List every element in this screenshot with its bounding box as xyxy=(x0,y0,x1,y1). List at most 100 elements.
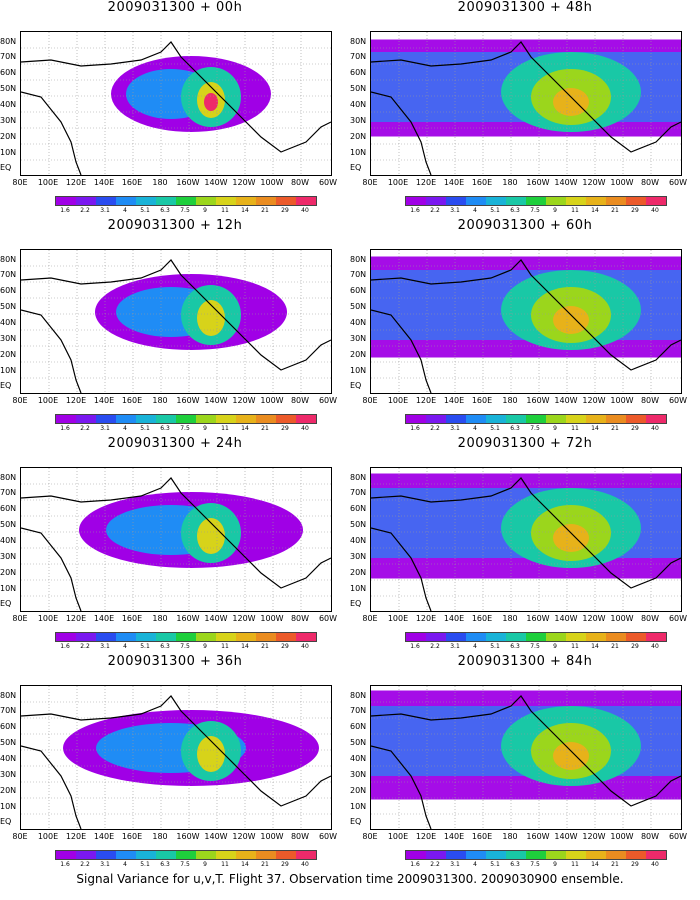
latitude-label: 30N xyxy=(0,116,17,125)
colorbar-swatch xyxy=(96,415,116,423)
colorbar-ticks: 1.6 2.2 3.1 4 5.1 6.3 7.5 9 11 14 21 29 40 xyxy=(55,425,315,433)
longitude-label: 180 xyxy=(502,178,518,187)
colorbar-tick-label: 7.5 xyxy=(180,207,190,214)
longitude-label: 160W xyxy=(176,396,200,405)
colorbar-tick-label: 11 xyxy=(221,643,229,650)
latitude-label: 80N xyxy=(0,691,17,700)
longitude-label: 160E xyxy=(121,396,143,405)
colorbar-swatch xyxy=(196,197,216,205)
colorbar-tick-label: 5.1 xyxy=(140,425,150,432)
colorbar-swatch xyxy=(76,633,96,641)
longitude-label: 180 xyxy=(152,178,168,187)
colorbar-tick-label: 4 xyxy=(123,861,127,868)
colorbar-tick-label: 6.3 xyxy=(510,207,520,214)
colorbar-tick-label: 5.1 xyxy=(140,207,150,214)
colorbar-tick-label: 9 xyxy=(553,207,557,214)
longitude-label: 80W xyxy=(640,614,660,623)
latitude-label: 50N xyxy=(350,520,367,529)
longitude-label: 80E xyxy=(12,832,28,841)
colorbar-swatch xyxy=(176,415,196,423)
latitude-label: 40N xyxy=(350,318,367,327)
latitude-label: 20N xyxy=(0,786,17,795)
latitude-label: 40N xyxy=(350,100,367,109)
colorbar-swatch xyxy=(586,633,606,641)
colorbar-swatch xyxy=(526,851,546,859)
longitude-label: 60W xyxy=(318,178,338,187)
longitude-label: 100W xyxy=(610,396,634,405)
colorbar-swatch xyxy=(466,197,486,205)
colorbar-swatch xyxy=(606,633,626,641)
colorbar-swatch xyxy=(446,415,466,423)
colorbar-tick-label: 6.3 xyxy=(510,425,520,432)
latitude-label: 60N xyxy=(0,504,17,513)
colorbar-tick-label: 40 xyxy=(651,425,659,432)
colorbar-swatch xyxy=(546,415,566,423)
colorbar-swatch xyxy=(566,633,586,641)
colorbar-tick-label: 4 xyxy=(123,207,127,214)
latitude-label: 20N xyxy=(0,568,17,577)
colorbar-swatch xyxy=(256,851,276,859)
longitude-label: 80W xyxy=(640,178,660,187)
colorbar-swatch xyxy=(486,851,506,859)
colorbar-swatch xyxy=(56,851,76,859)
colorbar-swatch xyxy=(296,197,316,205)
colorbar-swatch xyxy=(96,851,116,859)
latitude-label: 40N xyxy=(0,754,17,763)
colorbar-swatch xyxy=(426,415,446,423)
colorbar-swatch xyxy=(156,197,176,205)
latitude-label: 50N xyxy=(350,302,367,311)
colorbar-tick-label: 6.3 xyxy=(160,425,170,432)
longitude-label: 140E xyxy=(93,396,115,405)
colorbar xyxy=(55,850,317,860)
colorbar-swatch xyxy=(426,633,446,641)
colorbar-tick-label: 3.1 xyxy=(450,861,460,868)
colorbar-swatch xyxy=(276,851,296,859)
colorbar-swatch xyxy=(176,197,196,205)
colorbar-swatch xyxy=(546,197,566,205)
longitude-label: 80E xyxy=(362,178,378,187)
colorbar-tick-label: 5.1 xyxy=(490,207,500,214)
longitude-label: 120W xyxy=(232,832,256,841)
latitude-label: 60N xyxy=(350,504,367,513)
latitude-label: 60N xyxy=(350,286,367,295)
longitude-label: 120W xyxy=(582,178,606,187)
colorbar-tick-label: 40 xyxy=(301,207,309,214)
colorbar-swatch xyxy=(196,633,216,641)
colorbar-swatch xyxy=(156,633,176,641)
longitude-label: 100E xyxy=(37,614,59,623)
latitude-label: 70N xyxy=(350,270,367,279)
longitude-label: 60W xyxy=(668,832,688,841)
longitude-label: 80E xyxy=(362,396,378,405)
latitude-label: 80N xyxy=(0,255,17,264)
latitude-label: 80N xyxy=(0,473,17,482)
colorbar-tick-label: 3.1 xyxy=(100,861,110,868)
colorbar-swatch xyxy=(136,415,156,423)
longitude-label: 160W xyxy=(176,832,200,841)
latitude-label: 20N xyxy=(350,786,367,795)
colorbar-tick-label: 11 xyxy=(571,425,579,432)
colorbar-swatch xyxy=(446,633,466,641)
colorbar-tick-label: 4 xyxy=(473,861,477,868)
colorbar-swatch xyxy=(426,197,446,205)
longitude-label: 140E xyxy=(443,832,465,841)
colorbar-tick-label: 1.6 xyxy=(60,425,70,432)
colorbar-tick-label: 14 xyxy=(241,643,249,650)
colorbar-swatch xyxy=(76,415,96,423)
colorbar-tick-label: 9 xyxy=(203,207,207,214)
colorbar-swatch xyxy=(546,851,566,859)
colorbar-swatch xyxy=(96,197,116,205)
colorbar-swatch xyxy=(236,197,256,205)
longitude-label: 120W xyxy=(582,396,606,405)
latitude-label: 40N xyxy=(0,536,17,545)
colorbar-tick-label: 14 xyxy=(241,207,249,214)
colorbar-swatch xyxy=(586,851,606,859)
colorbar-tick-label: 29 xyxy=(631,643,639,650)
latitude-label: 30N xyxy=(350,552,367,561)
colorbar-tick-label: 21 xyxy=(611,861,619,868)
forecast-panel: 2009031300 + 24h 80N 70N 60N 50N 40N 30N 20N 10N… xyxy=(0,436,350,651)
map-plot xyxy=(370,685,682,830)
colorbar-swatch xyxy=(56,633,76,641)
longitude-label: 60W xyxy=(318,614,338,623)
longitude-label: 100E xyxy=(37,396,59,405)
colorbar xyxy=(405,850,667,860)
